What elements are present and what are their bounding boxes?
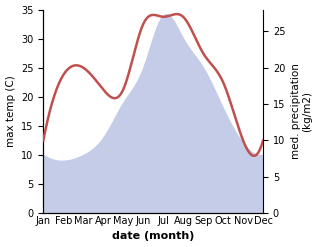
X-axis label: date (month): date (month): [112, 231, 194, 242]
Y-axis label: med. precipitation
(kg/m2): med. precipitation (kg/m2): [291, 63, 313, 159]
Y-axis label: max temp (C): max temp (C): [5, 75, 16, 147]
